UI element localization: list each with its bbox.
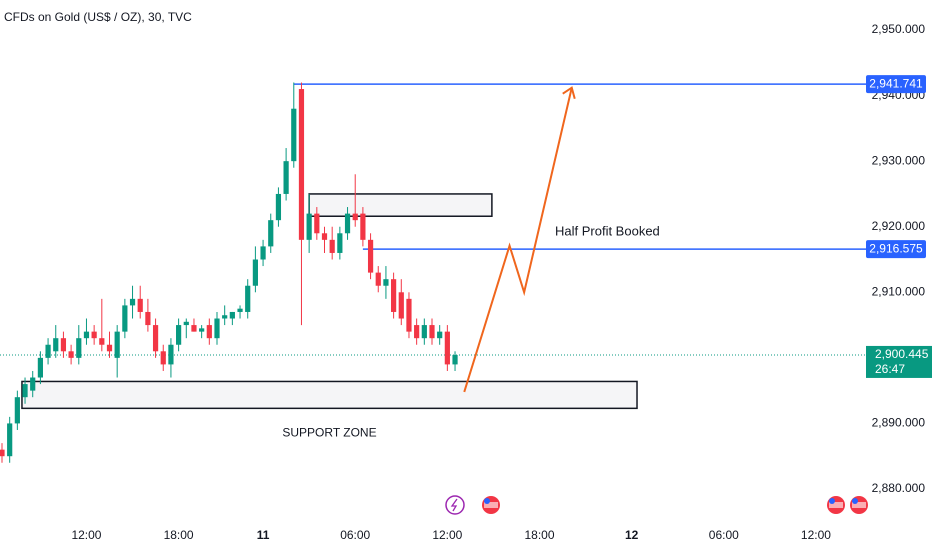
x-tick-label: 18:00 [524,528,554,542]
candle-body [291,108,297,162]
price-label: 2,916.575 [869,241,923,255]
x-tick-label: 06:00 [340,528,370,542]
projection-line [463,87,573,393]
candle-body [398,292,404,319]
candle-body [437,331,443,339]
candle-body [444,331,450,365]
candle-body [406,298,412,332]
candle-body [375,272,381,286]
candle-body [106,344,113,352]
price-label-box [866,240,926,259]
zone [308,193,493,217]
candle-body [129,298,136,306]
chart-title: CFDs on Gold (US$ / OZ), 30, TVC [4,10,192,24]
candle-body [76,338,82,358]
x-tick-label: 12:00 [432,528,462,542]
candle-body [321,233,328,240]
candle-body [283,161,289,194]
candle-body [237,308,243,312]
y-tick-label: 2,910.000 [872,284,926,298]
y-tick-label: 2,950.000 [872,22,926,36]
x-tick-label: 06:00 [709,528,739,542]
candle-body [83,331,90,339]
candle-body [452,354,458,365]
candle-body [222,315,228,319]
candle-body [206,325,212,339]
candle-body [68,351,74,358]
projection-arrowhead [562,86,576,99]
candle-body [214,318,220,339]
candle-body [7,423,13,457]
zone-label: SUPPORT ZONE [282,426,376,440]
candle-body [30,377,36,391]
candle-body [199,328,205,332]
candle-body [14,397,20,424]
candle-body [45,344,51,358]
x-tick-label: 12:00 [801,528,831,542]
candle-body [229,311,235,319]
candle-body [252,259,258,286]
candle-body [160,351,166,365]
candle-body [22,384,28,398]
candle-body [306,213,312,240]
y-tick-label: 2,890.000 [872,416,926,430]
candle-body [329,239,335,253]
x-tick-label: 18:00 [164,528,194,542]
candle-body [429,325,435,339]
candle-body [414,325,420,339]
candle-body [191,325,197,332]
candle-body [60,338,67,352]
candle-body [137,298,143,312]
countdown-label: 26:47 [875,362,905,376]
candle-body [145,311,151,326]
candle-body [122,305,128,332]
x-tick-label: 11 [257,528,270,542]
candle-body [268,220,274,247]
candle-body [298,89,305,240]
event-icons [445,495,868,515]
candle-body [352,213,358,221]
candle-body [53,338,59,352]
candle-body [168,344,174,365]
candle-body [176,325,182,345]
last-price-label: 2,900.445 [875,347,929,361]
candle-body [152,325,159,352]
candle-body [37,357,43,378]
y-tick-label: 2,930.000 [872,153,926,167]
x-tick-label: 12:00 [71,528,101,542]
annotation: Half Profit Booked [555,223,660,238]
candle-body [99,338,105,345]
candle-body [275,193,282,221]
candle-body [0,449,5,457]
candle-body [260,246,266,260]
candle-body [245,285,251,312]
candle-body [183,321,189,326]
price-label-box [866,75,926,94]
candle-body [314,213,320,234]
y-tick-label: 2,880.000 [872,481,926,495]
candle-body [344,213,351,234]
candle-body [360,213,366,240]
candle-body [114,331,120,358]
candle-body [91,331,97,339]
x-tick-label: 12 [625,528,639,542]
candle-body [367,239,374,273]
price-label: 2,941.741 [869,76,923,90]
candle-body [391,279,397,312]
zone [21,380,638,410]
candle-body [383,279,389,286]
y-tick-label: 2,920.000 [872,219,926,233]
candle-body [337,233,343,253]
candle-body [421,325,427,339]
last-price-box [866,345,932,378]
